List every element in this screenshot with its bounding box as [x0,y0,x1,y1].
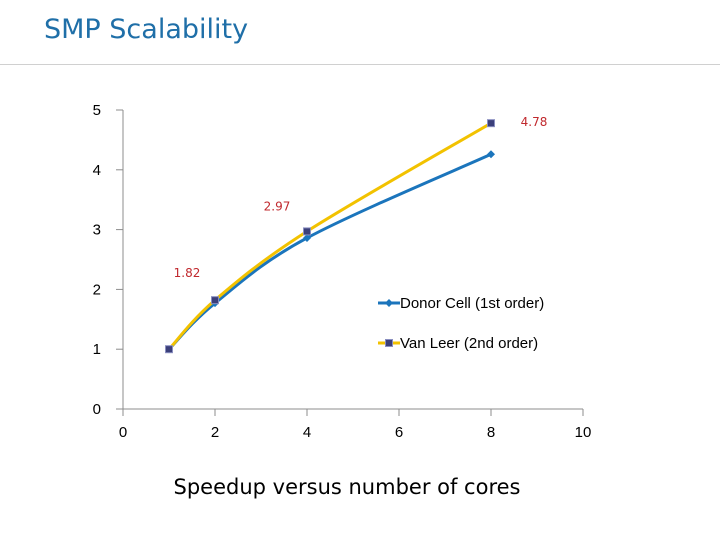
data-point-diamond [303,233,311,242]
y-tick-label: 2 [93,281,101,298]
y-tick-label: 5 [93,102,101,119]
title-divider [0,64,720,65]
series-line [167,152,492,351]
y-tick-label: 4 [93,162,101,179]
axes: 0 1 2 3 4 5 0 2 4 6 8 10 [93,102,592,441]
legend: Donor Cell (1st order) Van Leer (2nd orde… [378,295,544,352]
slide-title: SMP Scalability [44,14,249,45]
data-point-diamond [487,150,495,159]
data-point-square [385,339,393,347]
data-point-diamond [385,299,393,307]
data-point-square [487,119,495,128]
x-tick-label: 4 [303,424,311,441]
legend-label: Donor Cell (1st order) [400,295,544,312]
series-van-leer-2nd-order [165,119,495,354]
series-line [167,121,492,351]
data-label: 2.97 [264,199,291,213]
legend-item: Donor Cell (1st order) [378,295,544,312]
data-label: 4.78 [521,115,548,129]
series-layer [165,119,495,354]
y-tick-label: 0 [93,401,101,418]
legend-item: Van Leer (2nd order) [378,335,538,352]
data-point-square [303,227,311,236]
x-tick-label: 8 [487,424,495,441]
x-tick-label: 0 [119,424,127,441]
y-tick-label: 3 [93,222,101,239]
data-label: 1.82 [174,266,201,280]
legend-label: Van Leer (2nd order) [400,335,538,352]
y-tick-label: 1 [93,341,101,358]
x-axis-title: Speedup versus number of cores [174,475,521,499]
x-tick-label: 10 [575,424,592,441]
x-tick-label: 6 [395,424,403,441]
x-tick-label: 2 [211,424,219,441]
data-point-square [165,345,173,354]
data-labels: 1.82 2.97 4.78 [174,115,548,280]
data-point-square [211,296,219,305]
series-donor-cell-1st-order [165,150,495,354]
